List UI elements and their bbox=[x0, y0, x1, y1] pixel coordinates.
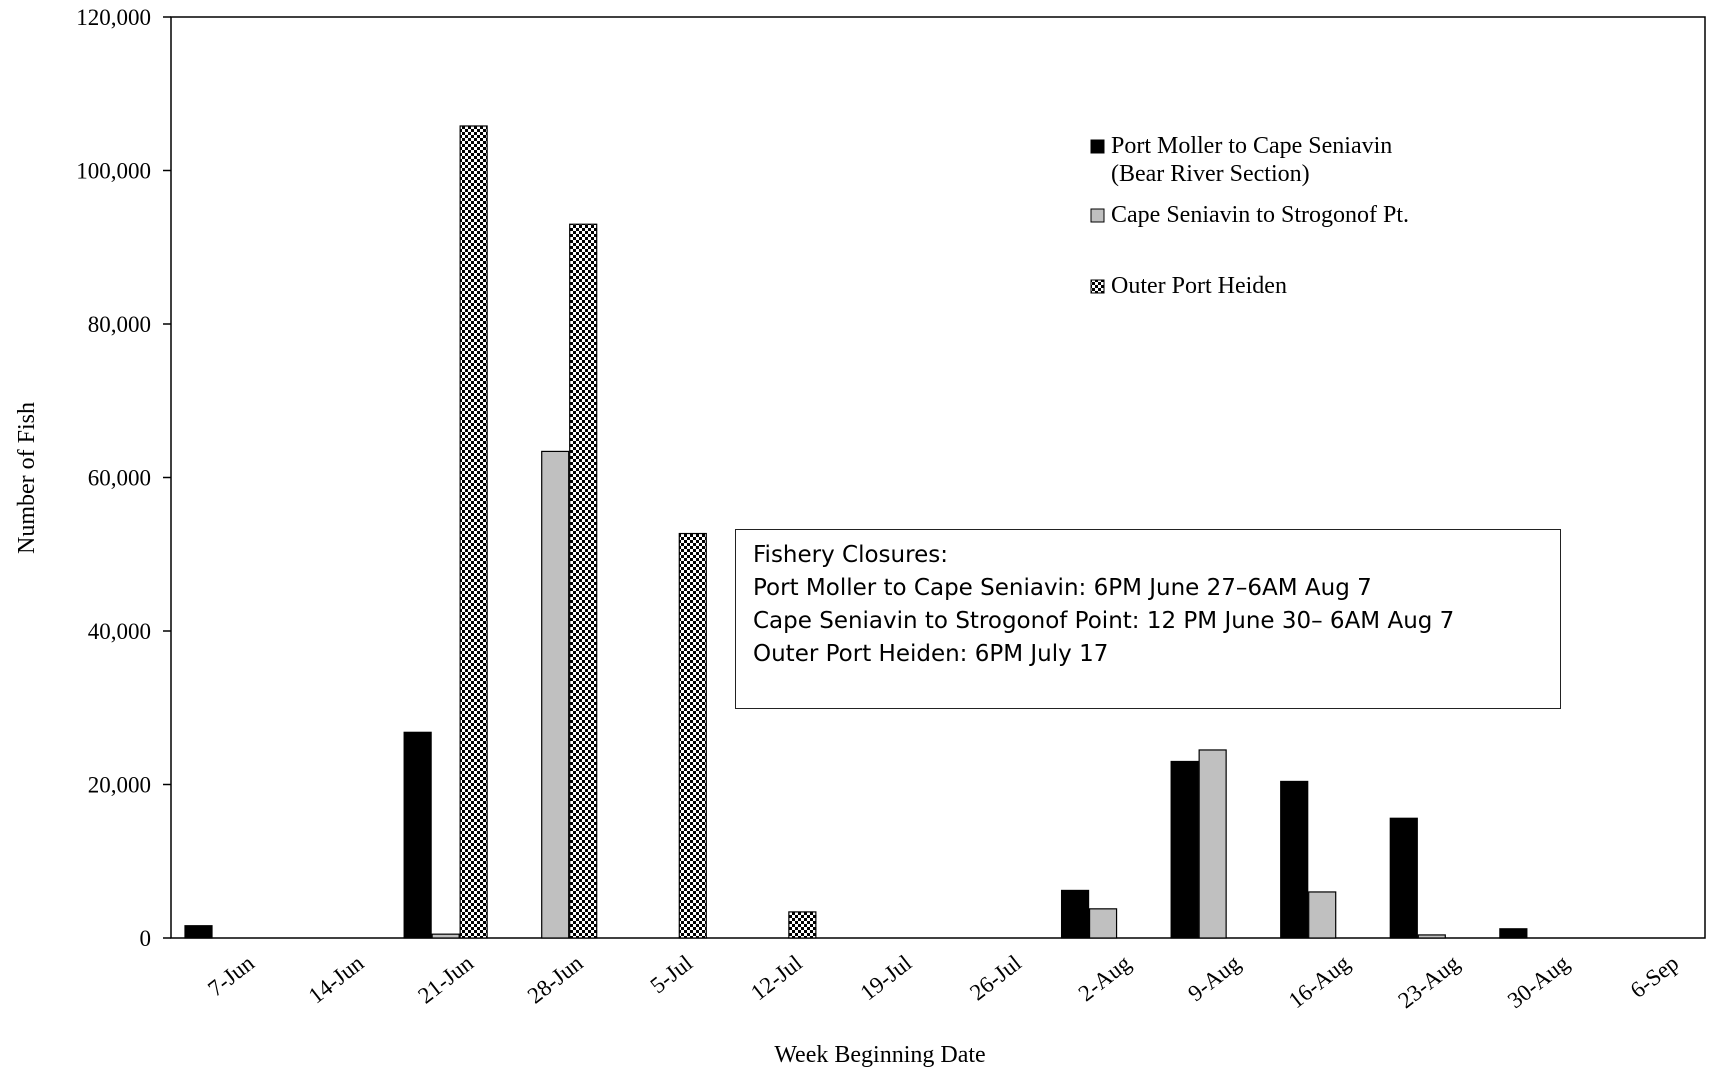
x-tick-label: 28-Jun bbox=[523, 950, 588, 1009]
annotation-line-4: Outer Port Heiden: 6PM July 17 bbox=[753, 641, 1109, 667]
bar-2-28-jun bbox=[541, 450, 570, 939]
y-axis-label: Number of Fish bbox=[14, 402, 40, 554]
legend-item-port-moller: Port Moller to Cape Seniavin (Bear River… bbox=[1090, 133, 1392, 187]
annotation-line-3: Cape Seniavin to Strogonof Point: 12 PM … bbox=[753, 608, 1455, 634]
y-tick-label: 20,000 bbox=[88, 773, 151, 798]
bar-2-9-aug bbox=[1198, 749, 1227, 939]
legend-label-port-moller-line2: (Bear River Section) bbox=[1111, 161, 1310, 187]
legend: Port Moller to Cape Seniavin (Bear River… bbox=[1090, 133, 1409, 299]
legend-item-cape-seniavin: Cape Seniavin to Strogonof Pt. bbox=[1090, 202, 1409, 228]
x-axis: 7-Jun 14-Jun 21-Jun 28-Jun 5-Jul 12-Jul 19-Jul… bbox=[203, 950, 1683, 1013]
y-tick-label: 120,000 bbox=[76, 5, 151, 30]
bar-1-23-aug bbox=[1389, 817, 1418, 939]
bar-3-21-jun bbox=[459, 125, 488, 939]
legend-label-cape-seniavin: Cape Seniavin to Strogonof Pt. bbox=[1111, 202, 1409, 228]
bar-1-21-jun bbox=[403, 731, 432, 939]
y-tick-label: 80,000 bbox=[88, 312, 151, 337]
bar-1-30-aug bbox=[1499, 928, 1528, 939]
legend-label-port-moller: Port Moller to Cape Seniavin bbox=[1111, 133, 1392, 159]
bar-2-2-aug bbox=[1088, 908, 1118, 939]
legend-swatch-cape-seniavin bbox=[1090, 208, 1105, 223]
bar-3-12-jul bbox=[788, 911, 817, 939]
bar-1-7-jun bbox=[184, 925, 213, 939]
y-axis: 0 20,000 40,000 60,000 80,000 100,000 120,000 bbox=[76, 5, 171, 951]
bar-2-16-aug bbox=[1308, 891, 1337, 939]
legend-label-outer-port-heiden: Outer Port Heiden bbox=[1111, 273, 1287, 299]
x-tick-label: 30-Aug bbox=[1503, 950, 1574, 1013]
bar-1-16-aug bbox=[1280, 780, 1309, 939]
x-tick-label: 21-Jun bbox=[413, 950, 478, 1009]
x-tick-label: 5-Jul bbox=[646, 950, 698, 998]
x-tick-label: 16-Aug bbox=[1284, 950, 1355, 1013]
x-axis-label: Week Beginning Date bbox=[774, 1042, 985, 1068]
fishery-closures-annotation: Fishery Closures: Port Moller to Cape Se… bbox=[735, 529, 1561, 709]
y-tick-label: 60,000 bbox=[88, 466, 151, 491]
bar-2-23-aug bbox=[1417, 934, 1446, 939]
bar-3-28-jun bbox=[569, 223, 598, 939]
bar-2-21-jun bbox=[431, 933, 460, 939]
annotation-line-1: Fishery Closures: bbox=[753, 542, 948, 568]
bar-3-5-jul bbox=[678, 532, 707, 939]
x-tick-label: 7-Jun bbox=[203, 950, 259, 1001]
x-tick-label: 23-Aug bbox=[1393, 950, 1464, 1013]
plot-area-frame bbox=[170, 16, 1706, 939]
x-tick-label: 9-Aug bbox=[1183, 950, 1245, 1006]
y-tick-label: 0 bbox=[140, 926, 152, 951]
x-tick-label: 19-Jul bbox=[856, 950, 917, 1005]
x-tick-label: 26-Jul bbox=[965, 950, 1026, 1005]
x-tick-label: 12-Jul bbox=[746, 950, 807, 1005]
x-tick-label: 14-Jun bbox=[304, 950, 369, 1009]
legend-swatch-outer-port-heiden bbox=[1090, 279, 1105, 294]
bar-1-2-aug bbox=[1060, 889, 1090, 939]
legend-swatch-port-moller bbox=[1090, 139, 1105, 154]
bars bbox=[184, 125, 1528, 939]
y-tick-label: 40,000 bbox=[88, 619, 151, 644]
legend-item-outer-port-heiden: Outer Port Heiden bbox=[1090, 273, 1287, 299]
x-tick-label: 2-Aug bbox=[1074, 950, 1136, 1006]
x-tick-label: 6-Sep bbox=[1626, 950, 1684, 1003]
annotation-line-2: Port Moller to Cape Seniavin: 6PM June 2… bbox=[753, 575, 1372, 601]
bar-1-9-aug bbox=[1170, 760, 1199, 939]
y-tick-label: 100,000 bbox=[76, 159, 151, 184]
